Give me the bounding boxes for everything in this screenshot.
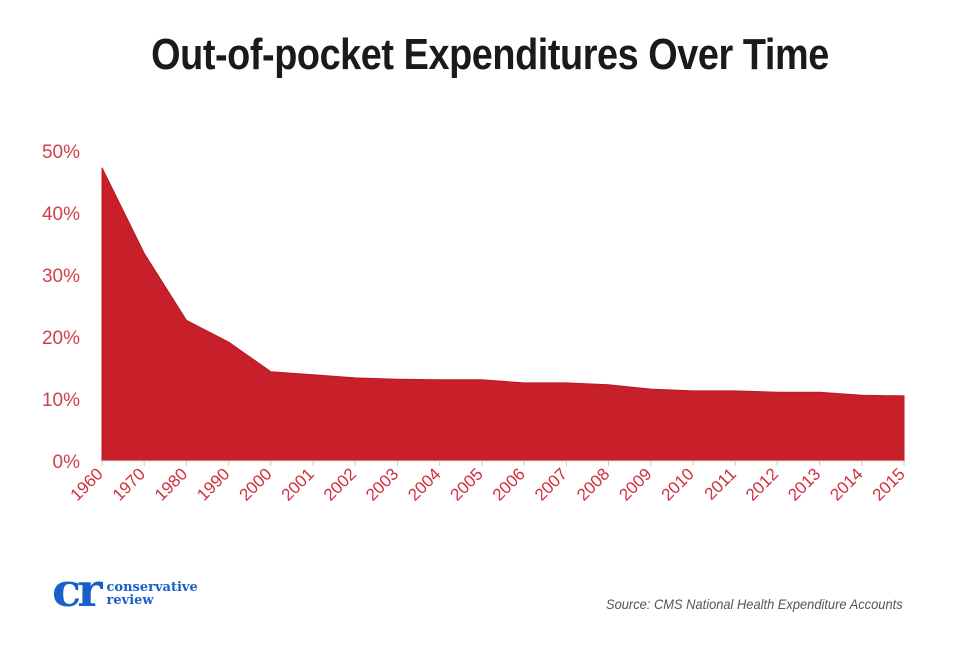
x-tick-label: 2002: [320, 464, 360, 504]
x-tick-label: 2011: [701, 464, 740, 503]
x-tick-label: 2005: [447, 464, 487, 504]
y-tick-label: 50%: [42, 142, 80, 163]
logo-wordmark: conservative review: [107, 581, 198, 607]
x-tick-label: 1990: [193, 464, 233, 504]
y-tick-label: 30%: [42, 266, 80, 287]
y-tick-label: 10%: [42, 390, 80, 411]
source-note: Source: CMS National Health Expenditure …: [606, 596, 903, 612]
x-tick-label: 1980: [151, 464, 191, 504]
conservative-review-logo: cr conservative review: [52, 566, 198, 616]
y-tick-label: 40%: [42, 204, 80, 225]
x-tick-label: 2014: [826, 464, 866, 504]
x-tick-label: 2009: [615, 464, 655, 504]
x-tick-label: 2004: [404, 464, 444, 504]
x-tick-label: 1970: [109, 464, 149, 504]
x-tick-label: 2007: [531, 464, 571, 504]
logo-line-2: review: [106, 593, 154, 608]
x-tick-label: 2015: [869, 464, 909, 504]
x-tick-label: 2003: [362, 464, 402, 504]
logo-line-1: conservative: [106, 580, 198, 595]
x-tick-label: 2000: [235, 464, 275, 504]
y-tick-label: 0%: [53, 452, 81, 473]
area-chart: 0%10%20%30%40%50% 1960 1970 1980 1990 2000 20…: [42, 142, 909, 505]
logo-mark: cr: [52, 564, 102, 618]
x-tick-label: 2013: [784, 464, 824, 504]
x-tick-label: 2012: [742, 464, 782, 504]
area-series: [101, 167, 905, 462]
chart-title: Out-of-pocket Expenditures Over Time: [151, 30, 829, 79]
x-tick-label: 2006: [489, 464, 529, 504]
x-tick-label: 2008: [573, 464, 613, 504]
y-tick-label: 20%: [42, 328, 80, 349]
x-tick-label: 2001: [278, 464, 318, 504]
x-tick-label: 2010: [658, 464, 698, 504]
